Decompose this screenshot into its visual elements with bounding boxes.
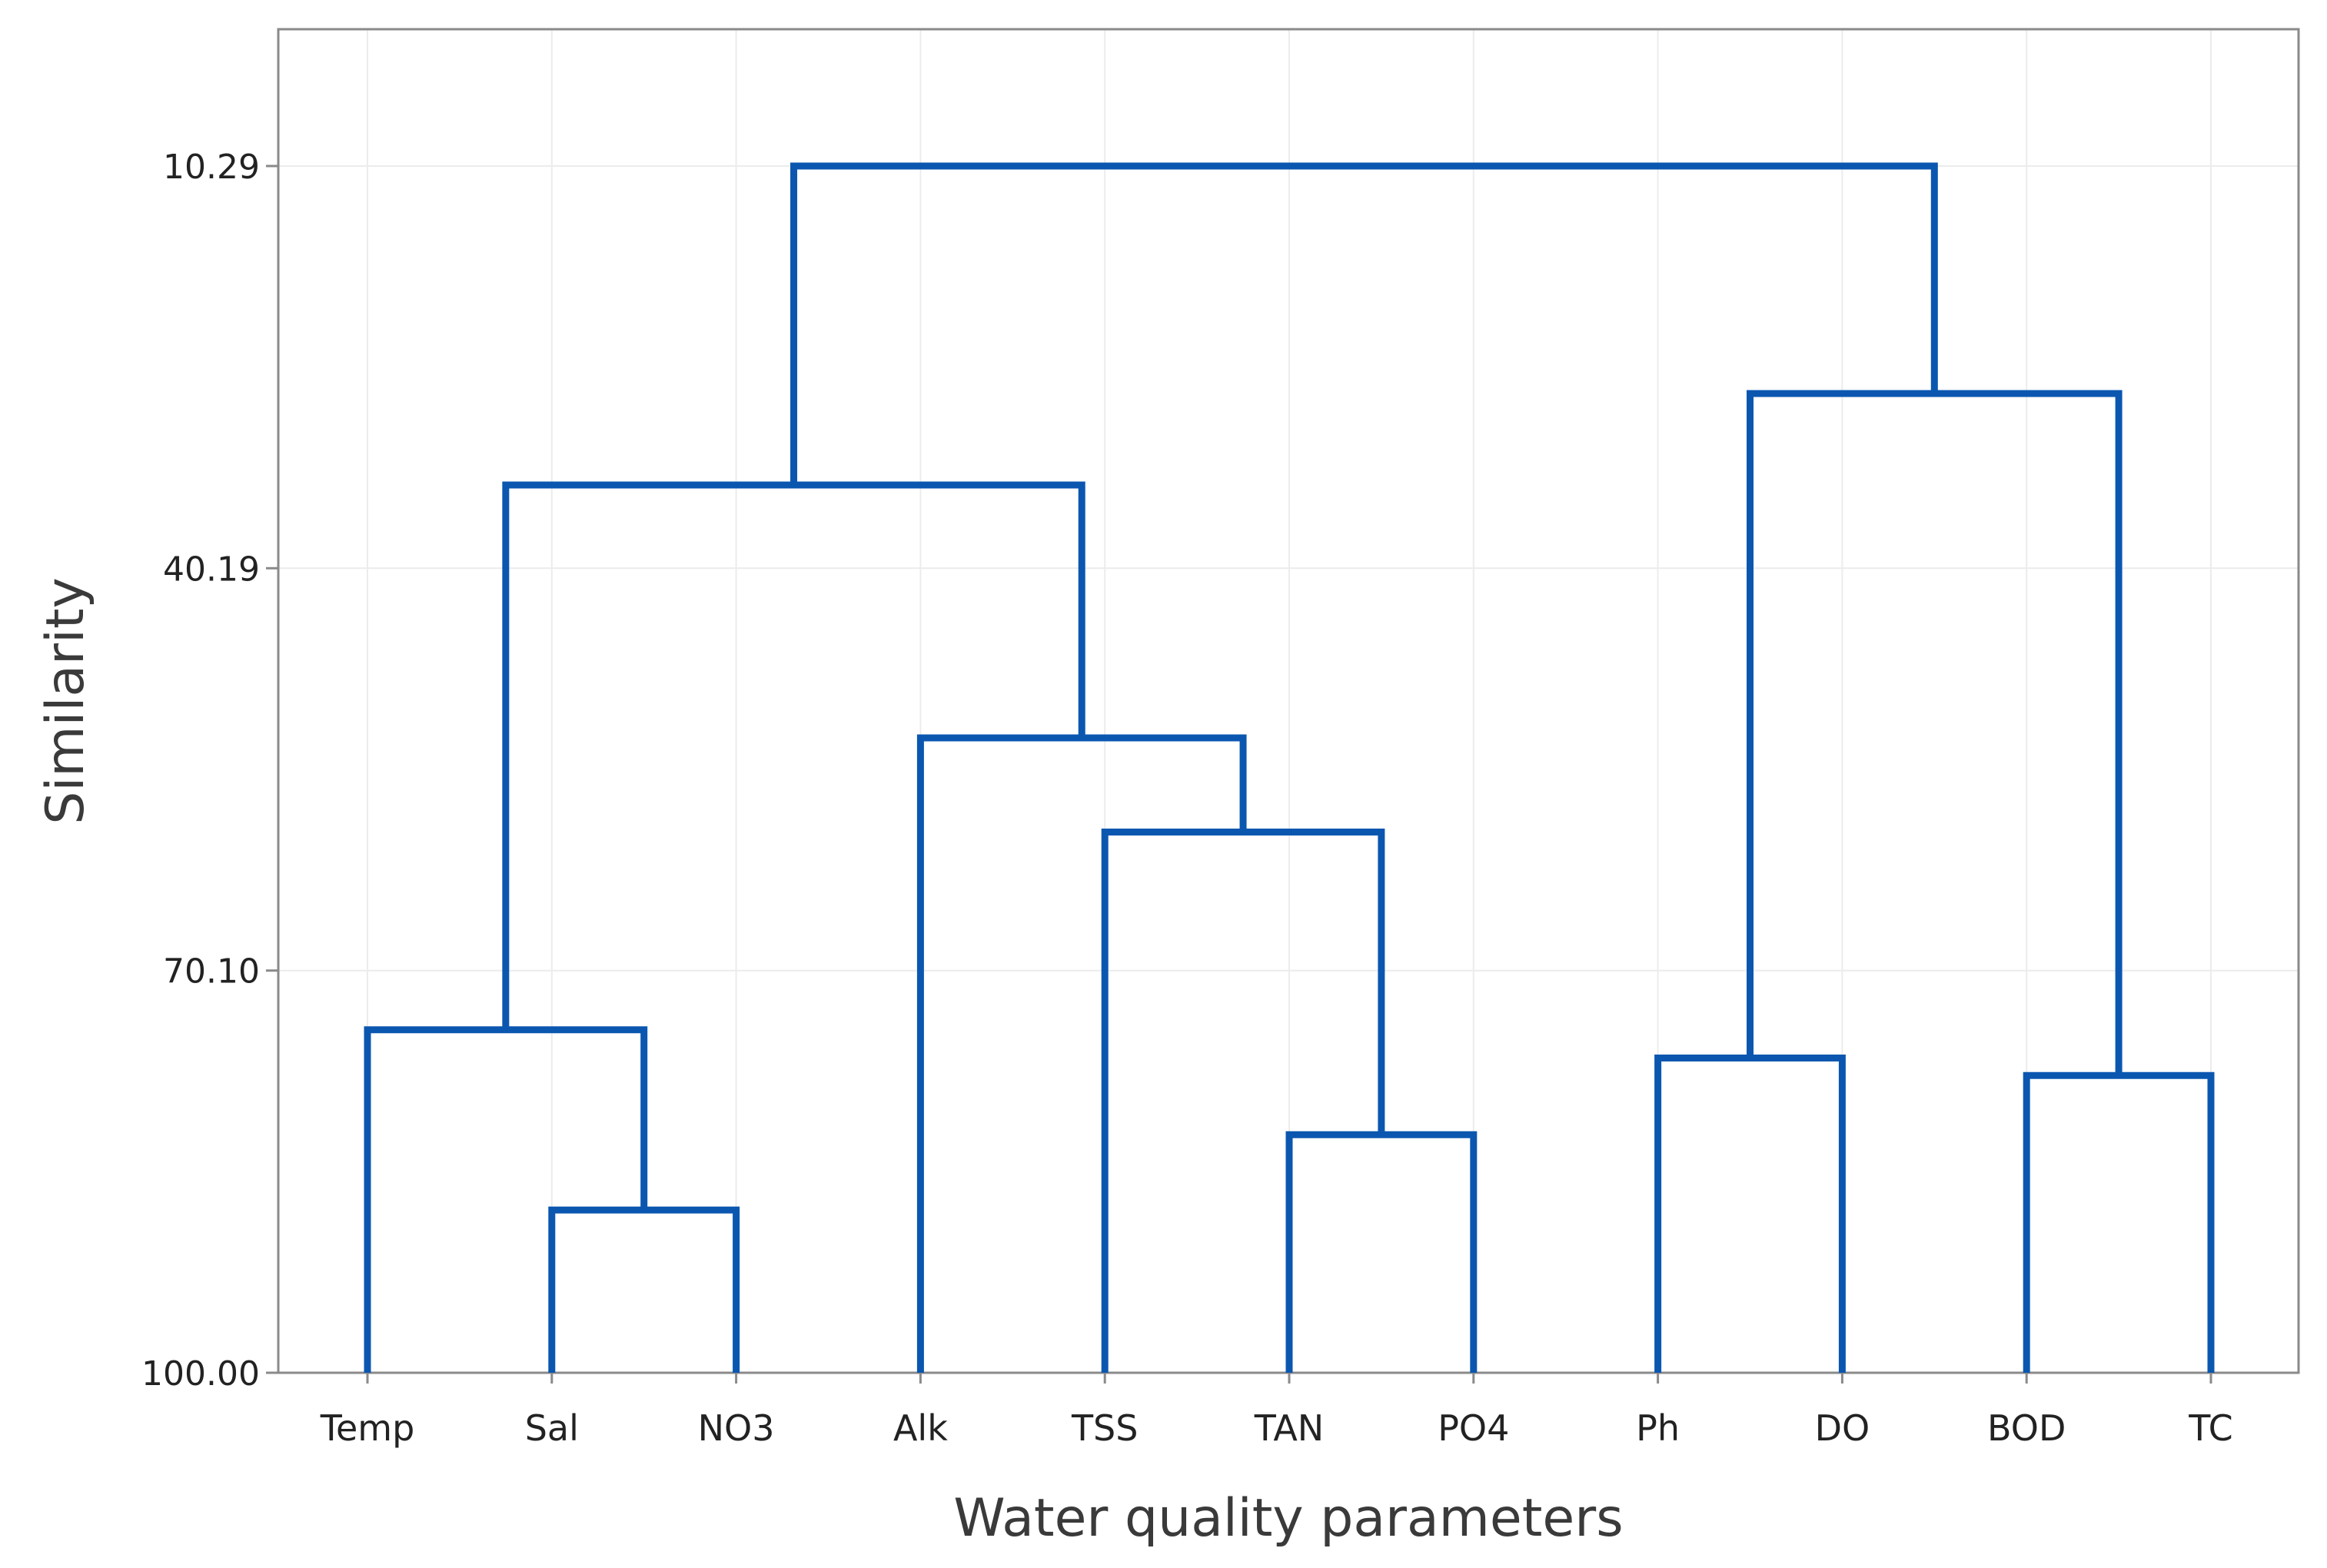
dendrogram-link-8 bbox=[502, 481, 1085, 1030]
dendrogram-link-7 bbox=[916, 734, 1247, 1373]
leaf-label-tss: TSS bbox=[1071, 1407, 1139, 1449]
dendrogram-link-2 bbox=[1285, 1131, 1478, 1373]
dendrogram-link-1 bbox=[548, 1206, 740, 1373]
leaf-label-ph: Ph bbox=[1636, 1407, 1680, 1449]
leaf-label-no3: NO3 bbox=[698, 1407, 775, 1449]
y-axis-ticks: 10.29 40.19 70.10 100.00 bbox=[141, 148, 278, 1394]
dendrogram-link-6 bbox=[1101, 828, 1385, 1373]
leaf-label-alk: Alk bbox=[893, 1407, 948, 1449]
leaf-label-sal: Sal bbox=[525, 1407, 579, 1449]
leaf-label-tan: TAN bbox=[1254, 1407, 1324, 1449]
y-tick-label: 70.10 bbox=[163, 952, 260, 992]
grid-lines bbox=[278, 29, 2299, 1374]
y-tick-label: 10.29 bbox=[163, 148, 260, 187]
dendrogram-link-5 bbox=[364, 1026, 648, 1373]
leaf-label-temp: Temp bbox=[320, 1407, 415, 1449]
x-axis-leaf-labels: Temp Sal NO3 Alk TSS TAN PO4 Ph DO BOD TC bbox=[320, 1373, 2233, 1449]
x-axis-title: Water quality parameters bbox=[953, 1488, 1623, 1549]
y-axis-title: Similarity bbox=[35, 577, 96, 825]
leaf-label-do: DO bbox=[1815, 1407, 1870, 1449]
dendrogram-link-10 bbox=[790, 162, 1938, 485]
y-tick-label: 100.00 bbox=[141, 1354, 260, 1394]
dendrogram-links bbox=[364, 162, 2215, 1373]
leaf-label-po4: PO4 bbox=[1438, 1407, 1509, 1449]
y-tick-label: 40.19 bbox=[163, 550, 260, 589]
leaf-label-bod: BOD bbox=[1987, 1407, 2066, 1449]
leaf-label-tc: TC bbox=[2188, 1407, 2233, 1449]
